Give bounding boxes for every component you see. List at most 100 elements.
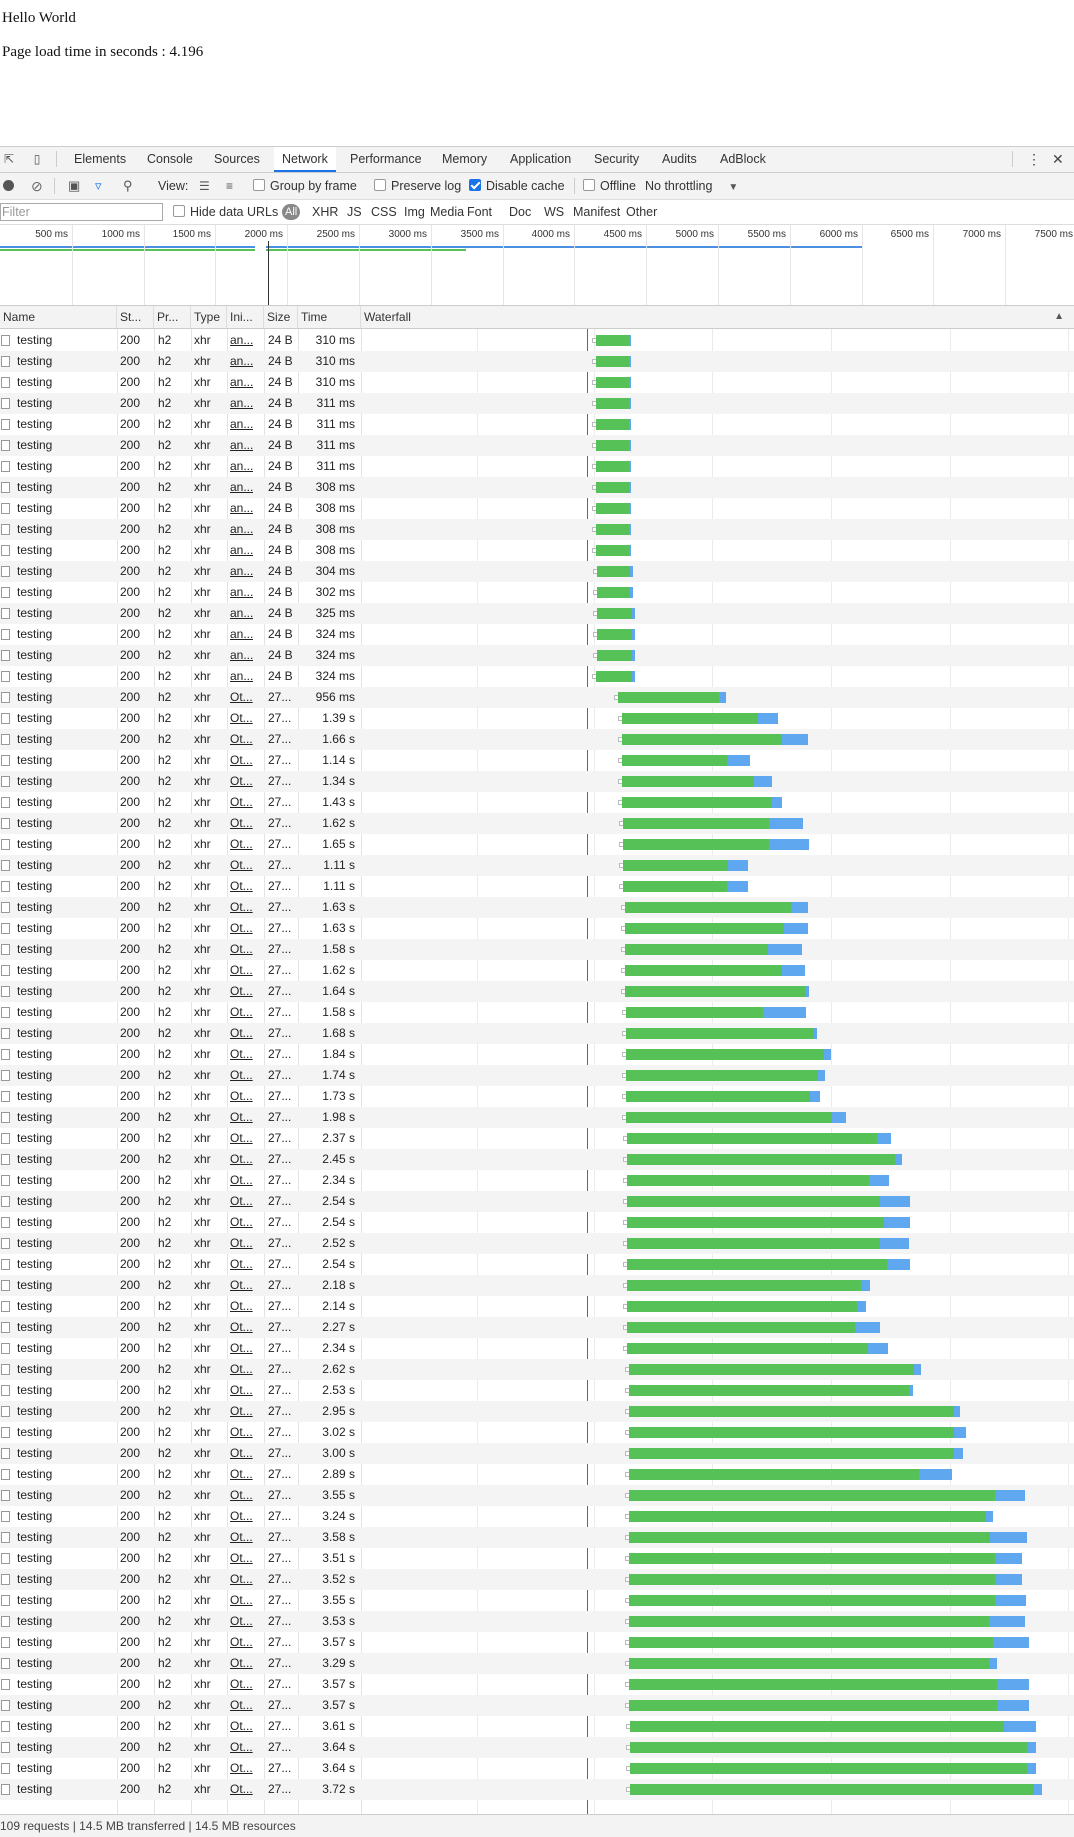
cell-initiator[interactable]: Ot... (230, 1362, 253, 1376)
cell-initiator[interactable]: Ot... (230, 1152, 253, 1166)
table-row[interactable]: testing 200 h2 xhr Ot... 27... 3.57 s (0, 1632, 1074, 1653)
cell-initiator[interactable]: an... (230, 375, 254, 389)
cell-initiator[interactable]: an... (230, 648, 254, 662)
cell-initiator[interactable]: an... (230, 543, 254, 557)
table-row[interactable]: testing 200 h2 xhr Ot... 27... 2.18 s (0, 1275, 1074, 1296)
column-header-time[interactable]: Time (298, 306, 361, 328)
cell-initiator[interactable]: Ot... (230, 1236, 253, 1250)
hide-data-urls-checkbox[interactable]: Hide data URLs (173, 200, 278, 224)
table-row[interactable]: testing 200 h2 xhr Ot... 27... 1.65 s (0, 834, 1074, 855)
table-row[interactable]: testing 200 h2 xhr Ot... 27... 1.64 s (0, 981, 1074, 1002)
table-row[interactable]: testing 200 h2 xhr Ot... 27... 3.72 s (0, 1779, 1074, 1800)
table-row[interactable]: testing 200 h2 xhr Ot... 27... 2.34 s (0, 1338, 1074, 1359)
cell-initiator[interactable]: an... (230, 564, 254, 578)
table-row[interactable]: testing 200 h2 xhr Ot... 27... 3.51 s (0, 1548, 1074, 1569)
cell-initiator[interactable]: Ot... (230, 1005, 253, 1019)
table-row[interactable]: testing 200 h2 xhr Ot... 27... 2.53 s (0, 1380, 1074, 1401)
cell-initiator[interactable]: Ot... (230, 1131, 253, 1145)
filter-input[interactable]: Filter (0, 203, 163, 221)
table-row[interactable]: testing 200 h2 xhr an... 24 B 308 ms (0, 519, 1074, 540)
table-row[interactable]: testing 200 h2 xhr Ot... 27... 1.84 s (0, 1044, 1074, 1065)
table-row[interactable]: testing 200 h2 xhr Ot... 27... 3.02 s (0, 1422, 1074, 1443)
cell-initiator[interactable]: Ot... (230, 1299, 253, 1313)
filter-type-js[interactable]: JS (347, 205, 362, 219)
tab-audits[interactable]: Audits (662, 152, 697, 166)
table-row[interactable]: testing 200 h2 xhr Ot... 27... 3.64 s (0, 1737, 1074, 1758)
table-row[interactable]: testing 200 h2 xhr an... 24 B 325 ms (0, 603, 1074, 624)
table-row[interactable]: testing 200 h2 xhr Ot... 27... 3.57 s (0, 1695, 1074, 1716)
cell-initiator[interactable]: an... (230, 606, 254, 620)
cell-initiator[interactable]: an... (230, 396, 254, 410)
cell-initiator[interactable]: an... (230, 354, 254, 368)
filter-icon[interactable]: ▿ (95, 178, 102, 193)
cell-initiator[interactable]: Ot... (230, 795, 253, 809)
cell-initiator[interactable]: Ot... (230, 1761, 253, 1775)
record-icon[interactable] (3, 173, 14, 199)
sort-ascending-icon[interactable]: ▲ (1054, 311, 1064, 322)
filter-type-other[interactable]: Other (626, 205, 658, 219)
cell-initiator[interactable]: Ot... (230, 1026, 253, 1040)
group-by-frame-checkbox[interactable]: Group by frame (253, 173, 357, 199)
table-row[interactable]: testing 200 h2 xhr Ot... 27... 1.62 s (0, 960, 1074, 981)
table-row[interactable]: testing 200 h2 xhr Ot... 27... 3.52 s (0, 1569, 1074, 1590)
cell-initiator[interactable]: Ot... (230, 942, 253, 956)
cell-initiator[interactable]: Ot... (230, 1593, 253, 1607)
table-row[interactable]: testing 200 h2 xhr Ot... 27... 2.54 s (0, 1212, 1074, 1233)
filter-type-font[interactable]: Font (467, 205, 493, 219)
filter-type-media[interactable]: Media (430, 205, 465, 219)
tab-security[interactable]: Security (594, 152, 640, 166)
table-row[interactable]: testing 200 h2 xhr Ot... 27... 3.53 s (0, 1611, 1074, 1632)
column-header-type[interactable]: Type (191, 306, 227, 328)
table-row[interactable]: testing 200 h2 xhr an... 24 B 324 ms (0, 666, 1074, 687)
cell-initiator[interactable]: an... (230, 627, 254, 641)
cell-initiator[interactable]: an... (230, 501, 254, 515)
table-row[interactable]: testing 200 h2 xhr Ot... 27... 3.58 s (0, 1527, 1074, 1548)
column-header-protocol[interactable]: Pr... (154, 306, 191, 328)
cell-initiator[interactable]: an... (230, 522, 254, 536)
table-row[interactable]: testing 200 h2 xhr an... 24 B 304 ms (0, 561, 1074, 582)
cell-initiator[interactable]: Ot... (230, 1320, 253, 1334)
cell-initiator[interactable]: Ot... (230, 984, 253, 998)
table-row[interactable]: testing 200 h2 xhr an... 24 B 308 ms (0, 477, 1074, 498)
table-row[interactable]: testing 200 h2 xhr Ot... 27... 2.54 s (0, 1254, 1074, 1275)
table-row[interactable]: testing 200 h2 xhr Ot... 27... 1.66 s (0, 729, 1074, 750)
cell-initiator[interactable]: Ot... (230, 711, 253, 725)
cell-initiator[interactable]: Ot... (230, 963, 253, 977)
table-row[interactable]: testing 200 h2 xhr Ot... 27... 2.27 s (0, 1317, 1074, 1338)
filter-type-manifest[interactable]: Manifest (573, 205, 621, 219)
throttling-select[interactable]: No throttling ▼ (645, 173, 738, 199)
cell-initiator[interactable]: Ot... (230, 1740, 253, 1754)
table-row[interactable]: testing 200 h2 xhr Ot... 27... 2.45 s (0, 1149, 1074, 1170)
table-row[interactable]: testing 200 h2 xhr Ot... 27... 3.61 s (0, 1716, 1074, 1737)
tab-console[interactable]: Console (147, 152, 193, 166)
tab-sources[interactable]: Sources (214, 152, 260, 166)
table-row[interactable]: testing 200 h2 xhr an... 24 B 310 ms (0, 330, 1074, 351)
table-row[interactable]: testing 200 h2 xhr Ot... 27... 2.62 s (0, 1359, 1074, 1380)
cell-initiator[interactable]: Ot... (230, 1551, 253, 1565)
table-row[interactable]: testing 200 h2 xhr Ot... 27... 1.98 s (0, 1107, 1074, 1128)
table-row[interactable]: testing 200 h2 xhr an... 24 B 302 ms (0, 582, 1074, 603)
table-row[interactable]: testing 200 h2 xhr an... 24 B 311 ms (0, 456, 1074, 477)
device-toolbar-icon[interactable]: ▯ (33, 152, 41, 166)
cell-initiator[interactable]: an... (230, 438, 254, 452)
cell-initiator[interactable]: an... (230, 333, 254, 347)
cell-initiator[interactable]: Ot... (230, 1530, 253, 1544)
table-row[interactable]: testing 200 h2 xhr Ot... 27... 2.34 s (0, 1170, 1074, 1191)
timeline-overview[interactable]: 500 ms 1000 ms 1500 ms 2000 ms 2500 ms 3000 m… (0, 225, 1074, 306)
filter-type-css[interactable]: CSS (371, 205, 397, 219)
cell-initiator[interactable]: an... (230, 669, 254, 683)
filter-type-all[interactable]: All (282, 204, 301, 220)
cell-initiator[interactable]: Ot... (230, 1509, 253, 1523)
column-header-waterfall[interactable]: Waterfall (364, 310, 411, 324)
tab-adblock[interactable]: AdBlock (720, 152, 766, 166)
filter-type-ws[interactable]: WS (544, 205, 565, 219)
filter-type-xhr[interactable]: XHR (312, 205, 339, 219)
cell-initiator[interactable]: Ot... (230, 1341, 253, 1355)
cell-initiator[interactable]: Ot... (230, 1467, 253, 1481)
table-row[interactable]: testing 200 h2 xhr Ot... 27... 2.37 s (0, 1128, 1074, 1149)
table-row[interactable]: testing 200 h2 xhr Ot... 27... 956 ms (0, 687, 1074, 708)
table-row[interactable]: testing 200 h2 xhr Ot... 27... 1.34 s (0, 771, 1074, 792)
cell-initiator[interactable]: Ot... (230, 1215, 253, 1229)
column-header-size[interactable]: Size (264, 306, 298, 328)
table-row[interactable]: testing 200 h2 xhr Ot... 27... 1.74 s (0, 1065, 1074, 1086)
